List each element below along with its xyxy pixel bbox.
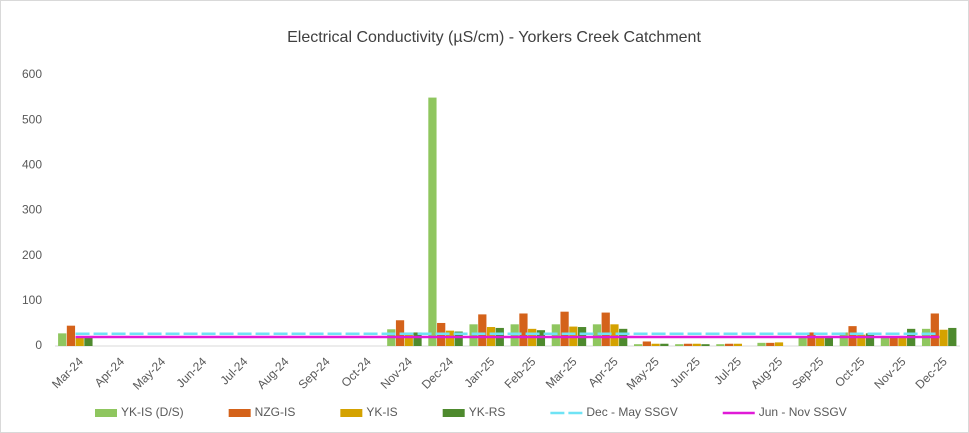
bar [510, 324, 519, 346]
bar [880, 336, 890, 346]
bar [716, 344, 725, 346]
bar [601, 312, 610, 346]
bar [839, 332, 848, 346]
bar [701, 344, 710, 346]
bar [469, 324, 478, 346]
legend-label: YK-IS (D/S) [121, 405, 184, 419]
bar [75, 337, 84, 346]
legend-label: YK-IS [366, 405, 397, 419]
y-tick-label: 300 [22, 203, 42, 217]
bar [454, 331, 463, 346]
bar [413, 332, 422, 346]
bar [633, 344, 643, 346]
bar [478, 314, 487, 346]
chart-title: Electrical Conductivity (µS/cm) - Yorker… [287, 29, 701, 46]
bar [733, 343, 742, 346]
bar [898, 337, 907, 346]
legend-swatch [95, 409, 117, 417]
bar [642, 341, 651, 346]
bar [675, 344, 684, 346]
bar [651, 343, 660, 346]
legend-label: Jun - Nov SSGV [759, 405, 847, 419]
y-tick-label: 500 [22, 112, 42, 126]
y-tick-label: 200 [22, 248, 42, 262]
bar [824, 337, 834, 346]
bar [725, 343, 734, 346]
bar [660, 343, 669, 346]
y-tick-label: 600 [22, 67, 42, 81]
bar [519, 313, 528, 346]
bar [66, 325, 76, 346]
legend-swatch [228, 409, 251, 417]
y-tick-label: 400 [22, 158, 42, 172]
y-tick-label: 0 [35, 338, 42, 352]
bar [939, 329, 948, 346]
bar [404, 332, 413, 346]
bar [948, 327, 957, 346]
bar [683, 343, 693, 346]
bar [84, 337, 93, 346]
bar [766, 342, 775, 346]
bar [58, 333, 67, 346]
bar [592, 324, 602, 346]
bar [428, 97, 437, 346]
bar [560, 311, 569, 346]
bar [857, 334, 866, 346]
bar [930, 313, 939, 346]
bar [865, 333, 875, 346]
legend-swatch [442, 409, 465, 417]
y-tick-label: 100 [22, 293, 42, 307]
bar [445, 330, 455, 346]
bar [889, 336, 898, 346]
bar [757, 342, 766, 346]
bar [551, 324, 560, 346]
bar [610, 324, 619, 346]
bar [816, 336, 825, 346]
bar [807, 332, 816, 346]
legend-swatch [340, 409, 363, 417]
legend-label: NZG-IS [255, 405, 296, 419]
bar [692, 343, 701, 346]
bar [774, 342, 784, 346]
bar [798, 337, 807, 346]
legend-label: Dec - May SSGV [586, 405, 677, 419]
legend-label: YK-RS [469, 405, 506, 419]
